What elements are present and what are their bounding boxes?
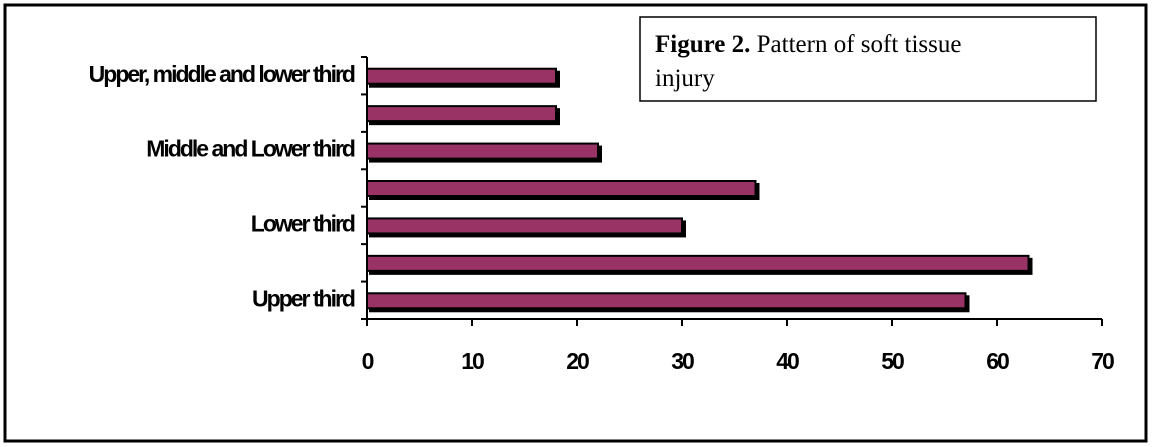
y-tick-label: Middle and Lower third [146, 136, 355, 162]
chart-title-line2: injury [655, 65, 715, 92]
x-tick-label: 10 [461, 348, 484, 374]
y-tick-label: Lower third [251, 211, 355, 237]
title-text: Pattern of soft tissue [757, 31, 962, 58]
y-tick-label: Upper third [252, 285, 355, 311]
bar [366, 180, 757, 197]
x-tick-label: 0 [362, 348, 374, 374]
bar [366, 254, 1030, 272]
bar [366, 142, 599, 160]
chart-title: Figure 2. Pattern of soft tissue [655, 31, 961, 58]
title-box [639, 16, 1097, 102]
bar [366, 105, 557, 123]
x-tick-label: 40 [776, 348, 799, 374]
x-tick-label: 20 [566, 348, 589, 374]
x-tick-label: 70 [1091, 348, 1114, 374]
x-tick-label: 50 [881, 348, 904, 374]
x-tick-label: 60 [986, 348, 1009, 374]
x-tick-label: 30 [671, 348, 694, 374]
bar [366, 292, 967, 310]
bar [366, 217, 683, 235]
bar [366, 67, 557, 85]
title-label: Figure 2. [655, 31, 750, 58]
y-tick-label: Upper, middle and lower third [89, 61, 355, 87]
